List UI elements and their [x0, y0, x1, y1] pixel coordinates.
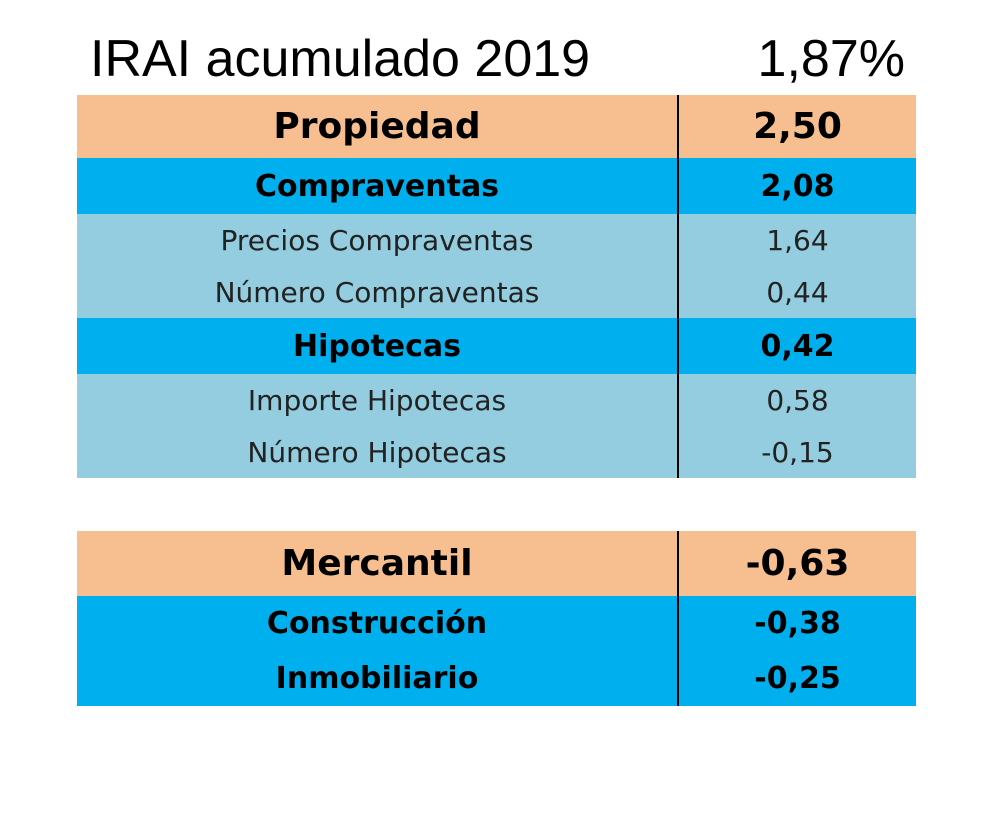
mercantil-value: -0,63 [745, 543, 850, 584]
hipotecas-row: Hipotecas 0,42 [77, 318, 916, 374]
table-row: Número Compraventas 0,44 [77, 266, 916, 318]
propiedad-header-row: Propiedad 2,50 [77, 95, 916, 158]
title-label: IRAI acumulado 2019 [90, 30, 591, 88]
propiedad-table: Propiedad 2,50 Compraventas 2,08 Precios… [77, 95, 916, 478]
propiedad-value: 2,50 [753, 106, 842, 147]
table-row: Inmobiliario -0,25 [77, 651, 916, 706]
page-title: IRAI acumulado 2019 1,87% [90, 26, 905, 92]
row-label: Inmobiliario [77, 651, 679, 706]
row-label: Precios Compraventas [77, 214, 679, 266]
row-label: Número Hipotecas [77, 426, 679, 478]
row-label: Número Compraventas [77, 266, 679, 318]
table-row: Importe Hipotecas 0,58 [77, 374, 916, 426]
row-value: 0,58 [766, 383, 829, 417]
compraventas-row: Compraventas 2,08 [77, 158, 916, 214]
hipotecas-value: 0,42 [760, 328, 835, 364]
mercantil-label: Mercantil [77, 531, 679, 596]
hipotecas-label: Hipotecas [77, 318, 679, 374]
row-value: -0,38 [754, 606, 841, 641]
title-value: 1,87% [757, 30, 905, 88]
row-label: Construcción [77, 596, 679, 651]
table-row: Número Hipotecas -0,15 [77, 426, 916, 478]
compraventas-value: 2,08 [760, 168, 835, 204]
row-label: Importe Hipotecas [77, 374, 679, 426]
propiedad-label: Propiedad [77, 95, 679, 158]
table-row: Precios Compraventas 1,64 [77, 214, 916, 266]
row-value: -0,15 [761, 435, 834, 469]
mercantil-header-row: Mercantil -0,63 [77, 531, 916, 596]
row-value: 0,44 [766, 275, 829, 309]
table-row: Construcción -0,38 [77, 596, 916, 651]
compraventas-label: Compraventas [77, 158, 679, 214]
row-value: 1,64 [766, 223, 829, 257]
row-value: -0,25 [754, 661, 841, 696]
mercantil-table: Mercantil -0,63 Construcción -0,38 Inmob… [77, 531, 916, 706]
